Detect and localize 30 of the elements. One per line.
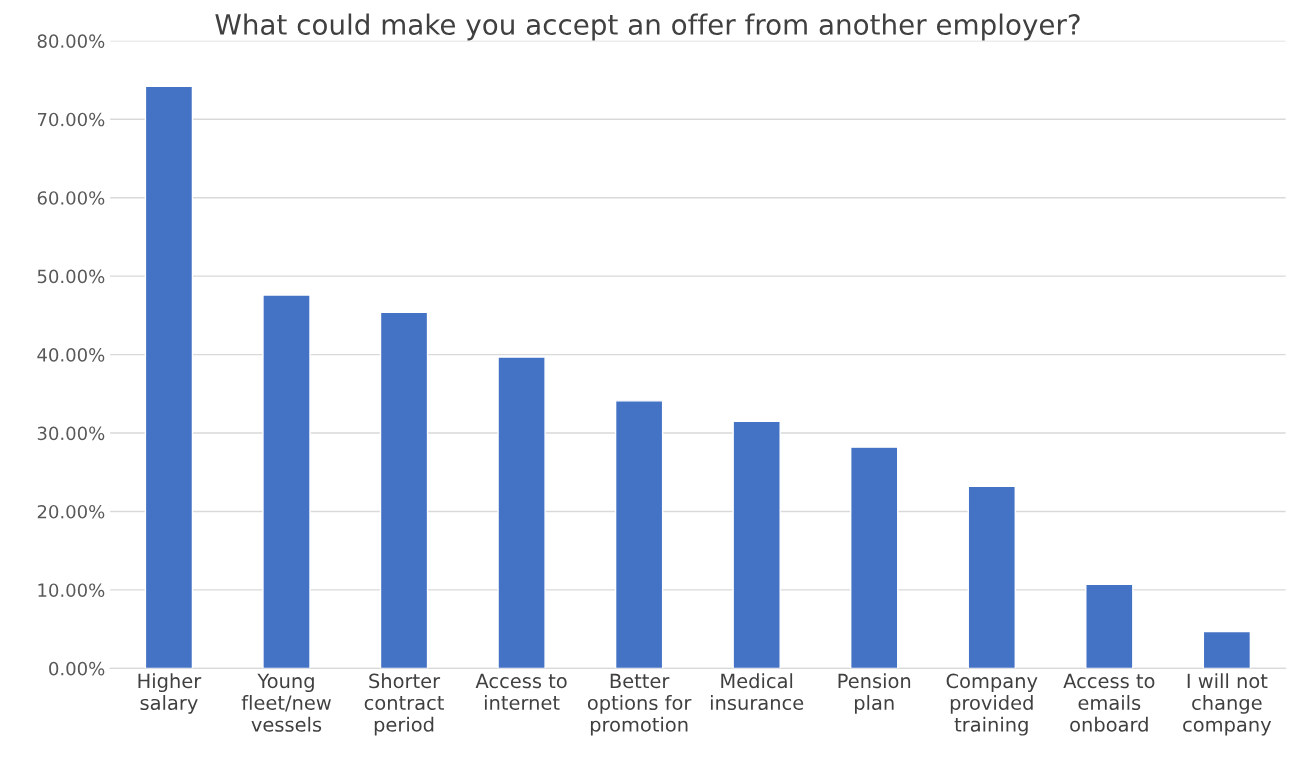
x-tick-label: Young fleet/new vessels	[241, 673, 331, 732]
x-tick-label: Pension plan	[838, 673, 911, 714]
x-tick-label: Access to emails onboard	[1063, 673, 1155, 732]
bar	[732, 420, 781, 669]
bar	[262, 294, 311, 669]
x-tick-label: Access to internet	[475, 673, 567, 711]
y-tick-label: 0.00%	[49, 661, 105, 676]
y-tick-label: 10.00%	[38, 583, 105, 598]
bar	[497, 356, 546, 669]
x-tick-label: Shorter contract period	[364, 673, 444, 736]
x-tick-label: Higher salary	[138, 673, 202, 714]
bar	[850, 446, 899, 669]
x-tick-label: Medical insurance	[710, 673, 804, 711]
bar	[967, 485, 1016, 669]
x-tick-label: Company provided training	[946, 673, 1038, 736]
y-tick-label: 30.00%	[37, 426, 105, 441]
y-tick-label: 20.00%	[37, 504, 105, 519]
bar	[144, 85, 194, 669]
bar	[1202, 630, 1252, 669]
bar	[614, 400, 664, 669]
chart-title: What could make you accept an offer from another employer?	[215, 13, 1080, 41]
x-tick-label: Better options for promotion	[587, 673, 692, 736]
y-tick-label: 40.00%	[37, 348, 105, 362]
y-tick-label: 80.00%	[37, 34, 105, 48]
y-tick-label: 70.00%	[37, 112, 105, 127]
y-tick-label: 60.00%	[37, 191, 105, 205]
y-tick-label: 50.00%	[37, 269, 105, 284]
bar	[379, 311, 429, 669]
bar	[1085, 583, 1134, 669]
x-tick-label: I will not change company	[1183, 673, 1272, 736]
